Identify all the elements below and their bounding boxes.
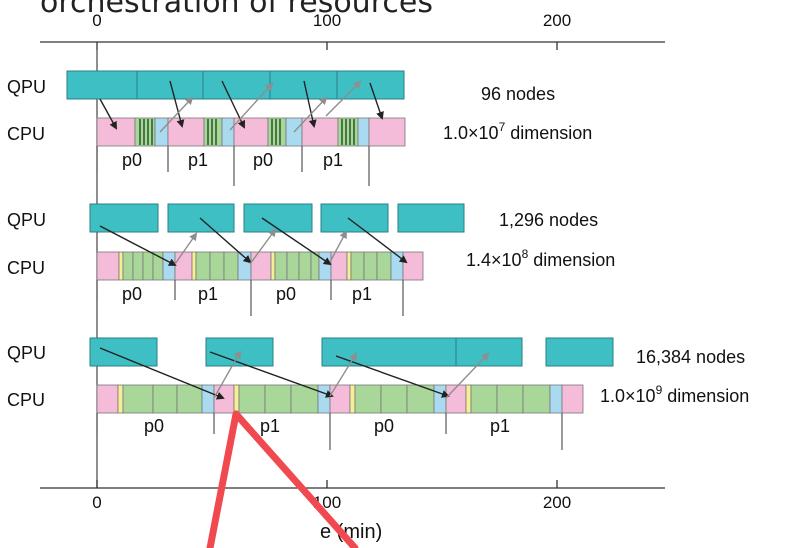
- row-16384-nodes: QPU CPU: [7, 337, 749, 450]
- black-arrows: [99, 347, 450, 400]
- bottom-tick-200: 200: [543, 493, 571, 512]
- gray-arrows: [213, 350, 490, 399]
- phase-label: p1: [323, 150, 343, 170]
- top-axis: 0 100 200: [40, 11, 665, 50]
- node-count: 96 nodes: [481, 84, 555, 104]
- cpu-bar: [96, 117, 406, 147]
- cpu-label: CPU: [7, 124, 45, 144]
- phase-label: p0: [253, 150, 273, 170]
- phase-label: p1: [490, 416, 510, 436]
- node-count: 16,384 nodes: [636, 347, 745, 367]
- qpu-label: QPU: [7, 210, 46, 230]
- red-annotation-strokes: [206, 410, 359, 548]
- qpu-label: QPU: [7, 77, 46, 97]
- gray-arrows: [174, 228, 347, 265]
- diagram-title: orchestration of resources: [40, 0, 433, 20]
- qpu-label: QPU: [7, 343, 46, 363]
- phase-label: p0: [122, 284, 142, 304]
- black-arrows: [99, 217, 408, 266]
- qpu-bar: [66, 70, 405, 100]
- top-tick-200: 200: [543, 11, 571, 30]
- phase-label: p0: [276, 284, 296, 304]
- phase-label: p0: [122, 150, 142, 170]
- cpu-bar: [96, 384, 584, 414]
- phase-label: p1: [198, 284, 218, 304]
- phase-label: p1: [188, 150, 208, 170]
- dimension-label: 1.4×108 dimension: [466, 247, 615, 270]
- top-tick-100: 100: [313, 11, 341, 30]
- phase-markers: [96, 146, 370, 186]
- phase-label: p1: [260, 416, 280, 436]
- top-tick-0: 0: [92, 11, 101, 30]
- qpu-bar: [89, 203, 465, 233]
- cpu-bar: [96, 251, 424, 281]
- cpu-label: CPU: [7, 258, 45, 278]
- row-96-nodes: QPU CPU: [7, 70, 592, 186]
- qpu-bar: [89, 337, 614, 367]
- row-1296-nodes: QPU CPU: [7, 203, 615, 316]
- cpu-label: CPU: [7, 390, 45, 410]
- bottom-tick-0: 0: [92, 493, 101, 512]
- node-count: 1,296 nodes: [499, 210, 598, 230]
- phase-label: p1: [352, 284, 372, 304]
- bottom-axis: 0 100 200 e (min): [40, 480, 665, 543]
- dimension-label: 1.0×107 dimension: [443, 120, 592, 143]
- phase-markers: [96, 280, 404, 316]
- phase-markers: [96, 413, 563, 450]
- phase-label: p0: [374, 416, 394, 436]
- gray-arrows: [159, 80, 362, 133]
- phase-label: p0: [144, 416, 164, 436]
- dimension-label: 1.0×109 dimension: [600, 383, 749, 406]
